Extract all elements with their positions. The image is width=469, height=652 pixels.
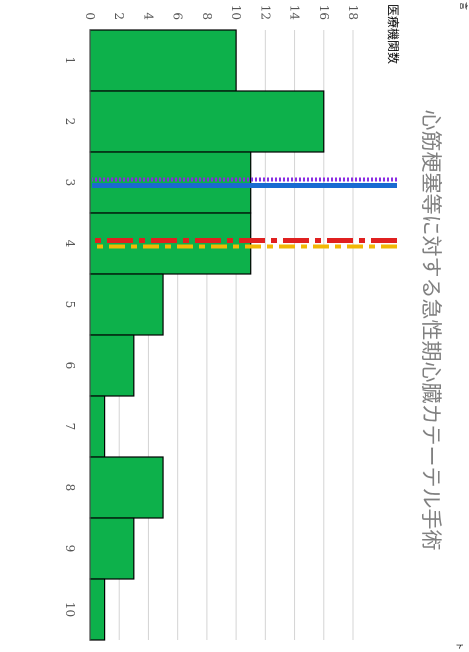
y-tick-label: 18 — [346, 5, 360, 20]
x-tick-label: 1 — [63, 57, 77, 65]
y-tick-label: 2 — [112, 12, 126, 20]
bar-2 — [89, 90, 325, 153]
bars-layer — [89, 29, 325, 641]
y-tick-label: 16 — [317, 5, 331, 20]
y-tick-label: 8 — [200, 12, 214, 20]
x-tick-label: 10 — [63, 602, 77, 617]
corner-mark-left: ト — [455, 642, 464, 650]
bar-8 — [89, 456, 164, 519]
bar-7 — [89, 395, 106, 458]
y-tick-label: 12 — [258, 5, 272, 20]
bar-9 — [89, 517, 135, 580]
chart-title: 心筋梗塞等に対する急性期心臓カテーテル手術 — [419, 110, 443, 551]
bar-10 — [89, 578, 106, 641]
y-tick-label: 10 — [229, 5, 243, 20]
x-tick-label: 6 — [63, 362, 77, 370]
x-tick-label: 5 — [63, 301, 77, 309]
x-tick-label: 9 — [63, 545, 77, 553]
bar-5 — [89, 273, 164, 336]
reference-lines — [92, 177, 397, 249]
bar-4 — [89, 212, 252, 275]
y-tick-label: 6 — [171, 12, 185, 20]
bar-6 — [89, 334, 135, 397]
x-tick-label: 8 — [63, 484, 77, 492]
x-tick-label: 3 — [63, 179, 77, 187]
bar-3 — [89, 151, 252, 214]
y-tick-label: 0 — [83, 12, 97, 20]
x-tick-label: 2 — [63, 118, 77, 126]
x-tick-label: 7 — [63, 423, 77, 431]
x-tick-label: 4 — [63, 240, 77, 248]
corner-mark-right: 言 — [459, 2, 469, 10]
y-axis-label: 医療機関数 — [386, 4, 401, 64]
y-tick-label: 14 — [288, 5, 302, 21]
y-tick-label: 4 — [141, 12, 155, 20]
bar-1 — [89, 29, 237, 92]
